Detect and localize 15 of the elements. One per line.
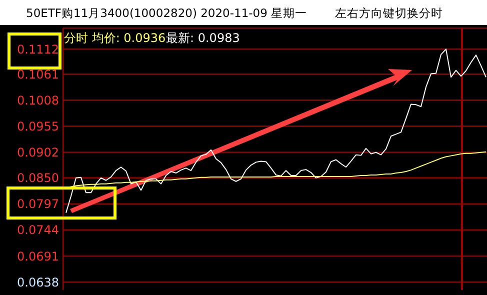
y-tick-label: 0.0902 xyxy=(17,146,59,160)
y-tick-label: 0.1008 xyxy=(17,93,59,108)
chart-subtitle: 左右方向键切换分时 xyxy=(335,6,443,20)
chart-title: 50ETF购11月3400(10002820) 2020-11-09 星期一 xyxy=(26,6,308,20)
y-tick-label: 0.0691 xyxy=(17,249,59,264)
y-tick-label: 0.0744 xyxy=(17,223,59,238)
y-tick-label: 0.0850 xyxy=(17,171,59,186)
y-tick-label: 0.1061 xyxy=(17,67,59,82)
y-tick-label: 0.0797 xyxy=(17,197,59,212)
y-tick-label: 0.0638 xyxy=(17,275,59,290)
y-tick-label: 0.1112 xyxy=(17,42,59,56)
annotation: 最新: 0.0983 xyxy=(166,31,240,45)
line-series xyxy=(66,48,486,214)
annotation: 分时 均价: 0.0936 xyxy=(64,31,166,45)
y-tick-label: 0.0955 xyxy=(17,120,59,134)
